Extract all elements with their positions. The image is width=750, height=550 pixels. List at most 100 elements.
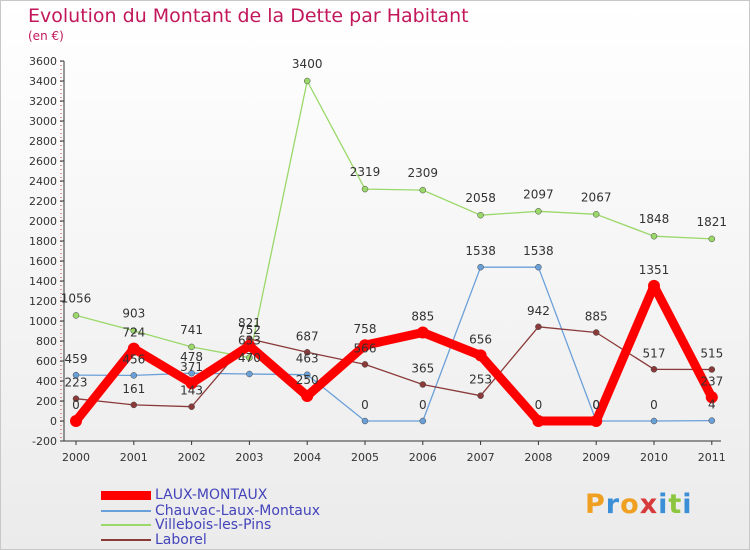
y-tick-label: -200	[32, 435, 57, 448]
data-label: 724	[122, 326, 145, 340]
y-tick-label: 1800	[29, 235, 57, 248]
data-point	[246, 354, 253, 361]
data-point	[185, 377, 198, 390]
y-tick-label: 2800	[29, 135, 57, 148]
data-label: 2058	[465, 191, 496, 205]
data-label: 456	[122, 352, 145, 366]
legend-label: Villebois-les-Pins	[155, 517, 272, 533]
y-tick-label: 800	[36, 335, 57, 348]
y-tick-label: 1600	[29, 255, 57, 268]
y-tick-label: 400	[36, 375, 57, 388]
data-point	[359, 339, 371, 352]
data-point	[188, 403, 195, 410]
data-point	[246, 370, 253, 378]
x-tick-label: 2000	[62, 451, 90, 464]
data-label: 1351	[639, 263, 670, 277]
data-label: 0	[419, 398, 427, 412]
legend-item-villebois-les-pins: Villebois-les-Pins	[101, 517, 271, 533]
data-label: 0	[592, 398, 600, 412]
data-point	[650, 366, 658, 373]
data-label: 250	[296, 373, 319, 387]
x-tick-label: 2006	[409, 451, 437, 464]
x-tick-label: 2009	[582, 451, 610, 464]
data-point	[419, 186, 427, 194]
data-point	[419, 417, 427, 425]
x-tick-label: 2007	[467, 451, 495, 464]
data-point	[301, 390, 314, 402]
data-label: 1538	[465, 244, 496, 258]
data-point	[477, 211, 484, 219]
data-label: 365	[411, 362, 434, 376]
logo-letter: o	[620, 489, 640, 520]
data-label: 1056	[61, 291, 92, 305]
data-label: 633	[238, 334, 261, 348]
unit-label: (en €)	[28, 29, 64, 43]
logo-letter: i	[658, 489, 669, 520]
y-tick-label: 2200	[29, 195, 57, 208]
y-tick-label: 3400	[29, 75, 57, 88]
x-tick-label: 2011	[698, 451, 726, 464]
data-label: 515	[700, 347, 723, 361]
data-label: 470	[238, 351, 261, 365]
data-point	[532, 415, 545, 427]
data-point	[130, 327, 138, 334]
x-tick-label: 2001	[120, 451, 148, 464]
logo-letter: x	[639, 489, 659, 520]
data-point	[361, 185, 369, 193]
data-label: 885	[585, 310, 608, 324]
data-point	[419, 381, 427, 388]
data-label: 1848	[639, 212, 670, 226]
chart-title: Evolution du Montant de la Dette par Hab…	[28, 5, 469, 27]
data-label: 885	[411, 310, 434, 324]
logo-letter: r	[605, 489, 621, 520]
legend-swatch-laux-montaux	[101, 490, 151, 500]
data-point	[303, 77, 311, 85]
legend-swatch-villebois-les-pins	[101, 524, 151, 526]
y-tick-label: 2000	[29, 215, 57, 228]
series-line-laborel	[75, 326, 713, 408]
data-label: 371	[180, 360, 203, 374]
data-point	[70, 415, 82, 427]
series-line-chauvac-laux-montaux	[75, 266, 713, 422]
x-tick-label: 2010	[640, 451, 668, 464]
data-point	[474, 349, 487, 362]
legend-label: Laborel	[155, 532, 207, 548]
y-tick-label: 2600	[29, 155, 57, 168]
data-label: 517	[643, 346, 666, 360]
legend-swatch-laborel	[101, 539, 151, 541]
data-label: 237	[700, 374, 723, 388]
data-label: 0	[592, 398, 600, 412]
data-label: 459	[65, 352, 88, 366]
legend-label: LAUX-MONTAUX	[155, 487, 268, 503]
data-point	[72, 395, 80, 402]
data-label: 821	[238, 316, 261, 330]
logo-letter: t	[668, 489, 683, 520]
series-line-laux-montaux	[71, 281, 717, 426]
data-label: 2067	[581, 190, 612, 204]
x-tick-label: 2003	[235, 451, 263, 464]
legend-swatch-chauvac-laux-montaux	[101, 510, 151, 512]
data-label: 942	[527, 304, 550, 318]
data-label: 0	[650, 398, 658, 412]
data-point	[130, 401, 138, 409]
data-point	[705, 391, 718, 404]
legend-label: Chauvac-Laux-Montaux	[155, 503, 321, 519]
data-point	[361, 417, 369, 425]
data-point	[188, 369, 195, 377]
series-line-villebois-les-pins	[75, 80, 713, 359]
x-tick-label: 2005	[351, 451, 379, 464]
data-point	[127, 342, 140, 355]
data-label: 2319	[350, 165, 381, 179]
data-point	[708, 235, 716, 243]
data-point	[648, 279, 660, 292]
data-label: 478	[180, 350, 203, 364]
y-tick-label: 3600	[29, 55, 57, 68]
y-tick-label: 2400	[29, 175, 57, 188]
data-point	[592, 329, 600, 336]
x-tick-label: 2008	[524, 451, 552, 464]
y-tick-label: 3200	[29, 95, 57, 108]
legend-item-laux-montaux: LAUX-MONTAUX	[101, 487, 267, 503]
data-label: 903	[122, 307, 145, 321]
